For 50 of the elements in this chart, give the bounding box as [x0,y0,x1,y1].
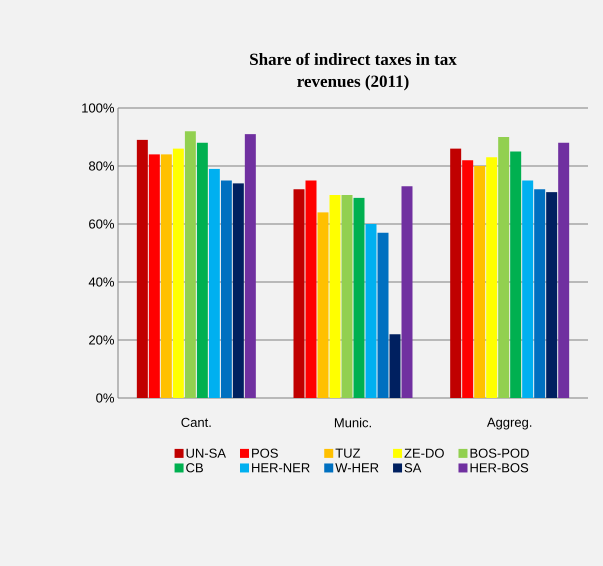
bar [318,212,329,398]
bar [450,148,462,398]
bar [220,180,232,398]
bar [306,180,316,398]
x-tick-label: Aggreg. [486,418,532,430]
legend-label: BOS-POD [470,448,529,458]
bar [294,189,305,398]
bar [486,157,498,398]
y-tick-label: 40% [88,277,114,287]
bar [196,142,208,398]
bar [546,192,558,398]
bar [390,334,400,398]
legend-label: UN-SA [186,448,226,458]
y-tick-label: 0% [96,393,114,403]
bar [378,232,389,398]
y-tick-label: 20% [89,335,114,345]
legend-label: W-HER [335,463,378,472]
bar [244,134,256,398]
bar [510,152,522,398]
chart-title: Share of indirect taxes in tax revenues (2011) [250,52,457,90]
y-tick-label: 60% [89,219,114,229]
bar [160,154,172,398]
bar [136,140,148,398]
bar [232,183,244,398]
bar [462,160,474,398]
legend-label: HER-BOS [470,463,528,472]
y-tick-label: 100% [82,103,114,113]
bar [474,166,486,398]
bar [402,186,413,398]
bar [208,168,220,398]
legend-label: POS [252,448,278,458]
bar [330,195,340,398]
bar [498,137,510,398]
legend-label: CB [186,463,203,472]
legend-label: ZE-DO [404,448,444,458]
x-tick-label: Cant. [181,418,211,428]
bar [522,180,534,398]
bar [354,198,364,398]
bar [534,189,546,398]
bar [172,148,184,398]
x-tick-label: Munic. [334,418,371,428]
legend-label: HER-NER [252,463,310,472]
bar [558,142,570,398]
legend-label: SA [404,463,422,472]
bar [342,195,353,398]
y-tick-label: 80% [89,161,114,171]
bar [184,131,196,398]
bar [148,154,160,398]
bar [366,224,376,398]
legend-label: TUZ [336,448,360,458]
